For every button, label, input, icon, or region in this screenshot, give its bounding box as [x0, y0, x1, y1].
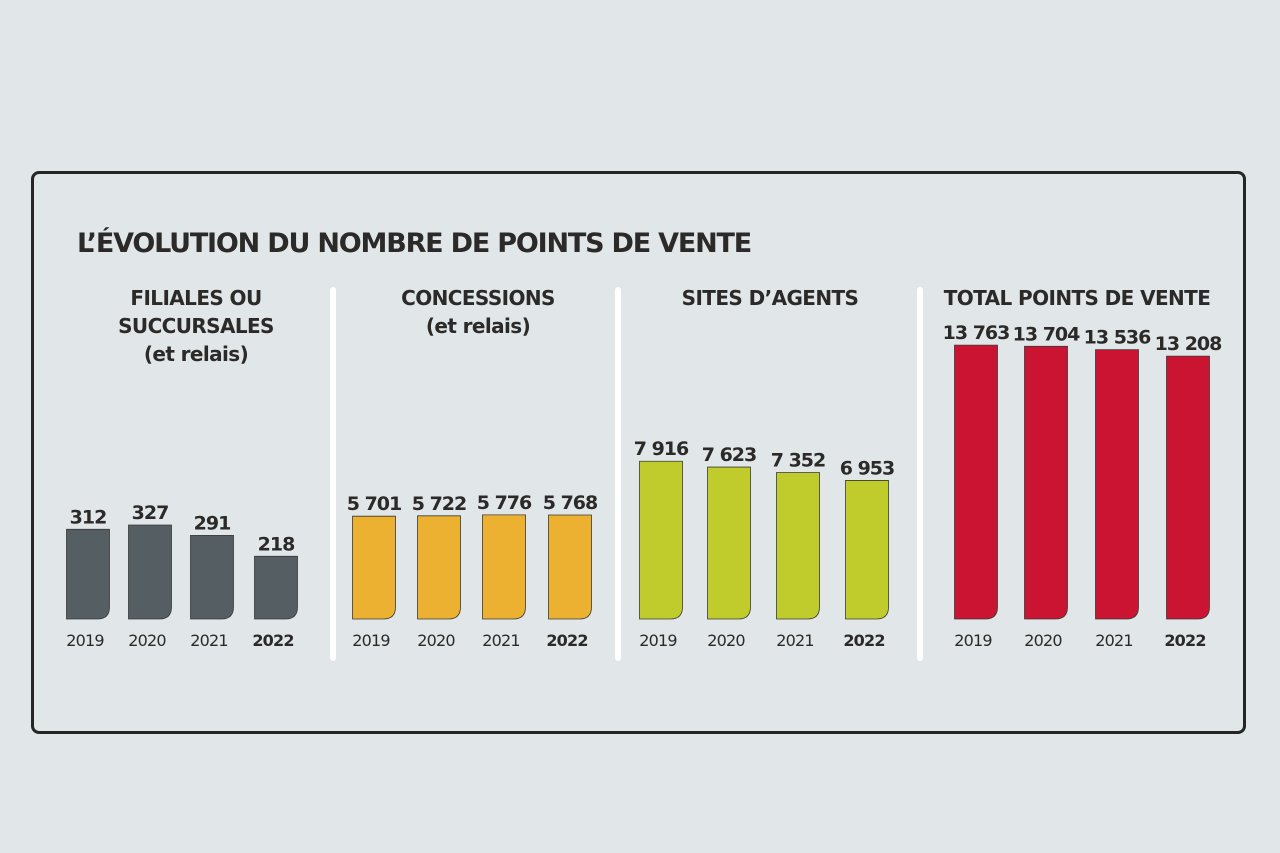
panel-title-concessions: CONCESSIONS (et relais) [378, 284, 578, 340]
bar-value-label: 13 763 [943, 322, 1010, 344]
year-tick-label: 2021 [1095, 631, 1133, 650]
bar-2020 [707, 466, 751, 620]
panel-title-text: CONCESSIONS [401, 286, 555, 310]
panel-subtitle: (et relais) [425, 314, 531, 338]
bar-2020 [128, 524, 172, 620]
panel-divider [330, 287, 336, 661]
panel-title-text: TOTAL POINTS DE VENTE [943, 286, 1211, 310]
year-tick-label: 2020 [1024, 631, 1062, 650]
panel-title-sites-agents: SITES D’AGENTS [660, 284, 880, 312]
panel-divider [615, 287, 621, 661]
bar-2022 [254, 555, 298, 620]
bar-2019 [639, 460, 683, 620]
chart-title: L’ÉVOLUTION DU NOMBRE DE POINTS DE VENTE [77, 228, 752, 259]
bar-value-label: 7 352 [771, 449, 826, 471]
year-tick-label: 2019 [352, 631, 390, 650]
bar-2021 [482, 514, 526, 620]
year-tick-label: 2021 [482, 631, 520, 650]
bar-2020 [417, 515, 461, 620]
year-tick-label: 2020 [128, 631, 166, 650]
bar-value-label: 13 208 [1155, 333, 1222, 355]
bar-value-label: 327 [132, 502, 169, 524]
year-tick-label: 2019 [954, 631, 992, 650]
year-tick-label: 2020 [707, 631, 745, 650]
bar-value-label: 5 722 [412, 493, 467, 515]
bar-value-label: 5 768 [543, 492, 598, 514]
bar-2021 [190, 534, 234, 620]
bar-value-label: 312 [70, 506, 107, 528]
year-tick-label: 2022 [843, 631, 884, 650]
bar-2019 [66, 528, 110, 620]
bar-2021 [776, 472, 820, 620]
panel-subtitle: (et relais) [143, 342, 249, 366]
panel-divider [917, 287, 923, 661]
bar-2019 [954, 344, 998, 620]
bar-value-label: 5 776 [477, 492, 532, 514]
year-tick-label: 2022 [546, 631, 587, 650]
bar-2020 [1024, 345, 1068, 620]
panel-title-filiales: FILIALES OU SUCCURSALES (et relais) [96, 284, 296, 368]
year-tick-label: 2021 [190, 631, 228, 650]
chart-frame [31, 171, 1246, 734]
bar-value-label: 7 623 [702, 444, 757, 466]
bar-value-label: 13 536 [1084, 327, 1151, 349]
year-tick-label: 2021 [776, 631, 814, 650]
bar-value-label: 7 916 [634, 438, 689, 460]
bar-2019 [352, 515, 396, 620]
panel-title-total: TOTAL POINTS DE VENTE [927, 284, 1227, 312]
panel-title-text: SITES D’AGENTS [681, 286, 859, 310]
panel-title-text: FILIALES OU SUCCURSALES [118, 286, 274, 338]
bar-value-label: 291 [194, 512, 231, 534]
bar-2022 [845, 480, 889, 620]
bar-value-label: 6 953 [840, 457, 895, 479]
bar-value-label: 218 [258, 533, 295, 555]
bar-2022 [548, 514, 592, 620]
year-tick-label: 2019 [66, 631, 104, 650]
bar-value-label: 13 704 [1013, 323, 1080, 345]
bar-2022 [1166, 355, 1210, 620]
year-tick-label: 2022 [1164, 631, 1205, 650]
year-tick-label: 2019 [639, 631, 677, 650]
bar-2021 [1095, 349, 1139, 620]
bar-value-label: 5 701 [347, 493, 402, 515]
year-tick-label: 2020 [417, 631, 455, 650]
year-tick-label: 2022 [252, 631, 293, 650]
